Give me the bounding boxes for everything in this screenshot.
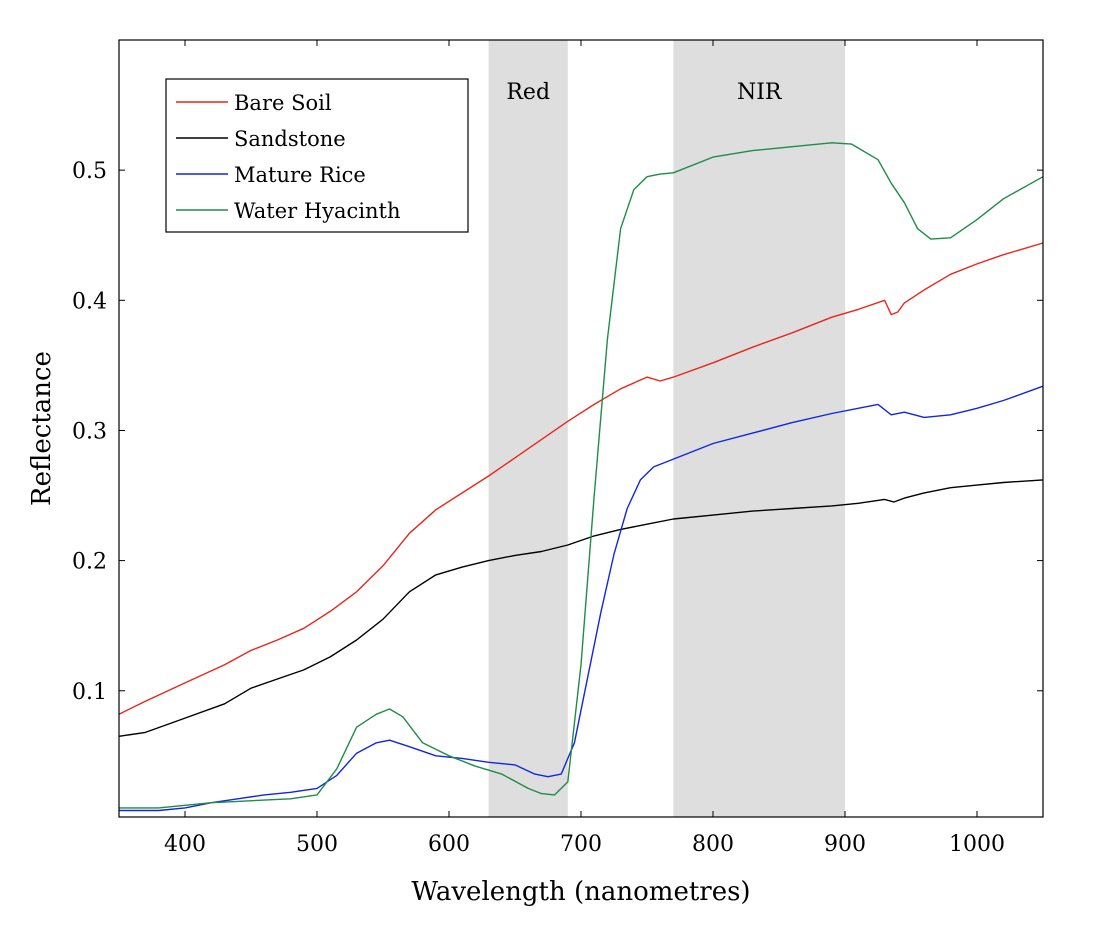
x-tick-label: 700 — [560, 832, 602, 857]
series-line-bare-soil — [118, 242, 1044, 715]
bands-layer: Red NIR — [488, 40, 845, 817]
band-red — [488, 40, 568, 817]
series-line-water-hyacinth — [119, 142, 1044, 809]
y-axis-title: Reflectance — [27, 351, 57, 506]
x-tick-label: 800 — [692, 832, 734, 857]
legend-label: Mature Rice — [234, 163, 366, 187]
x-tick-label: 500 — [296, 832, 338, 857]
x-tick-label: 1000 — [949, 832, 1005, 857]
legend-label: Water Hyacinth — [234, 199, 401, 223]
legend-box — [165, 78, 469, 233]
y-tick-label: 0.5 — [72, 159, 107, 184]
legend-label: Sandstone — [234, 127, 346, 151]
ticks-layer: 400 500 600 700 800 900 1000 0.1 0.2 0.3 0.4 0.5 — [72, 40, 1043, 857]
legend: Bare Soil Sandstone Mature Rice Water Hyaci… — [165, 78, 469, 233]
x-tick-label: 600 — [428, 832, 470, 857]
series-layer — [118, 142, 1044, 812]
y-tick-label: 0.4 — [72, 289, 107, 314]
series-line-mature-rice — [119, 385, 1044, 812]
x-tick-label: 400 — [164, 832, 206, 857]
y-tick-label: 0.3 — [72, 419, 107, 444]
band-label: Red — [506, 80, 550, 105]
y-tick-label: 0.1 — [72, 680, 107, 705]
band-label: NIR — [737, 80, 783, 105]
series-line-sandstone — [118, 479, 1044, 737]
y-tick-label: 0.2 — [72, 550, 107, 575]
band-nir — [673, 40, 845, 817]
x-axis-title: Wavelength (nanometres) — [411, 877, 750, 907]
x-tick-label: 900 — [824, 832, 866, 857]
legend-label: Bare Soil — [234, 91, 332, 115]
